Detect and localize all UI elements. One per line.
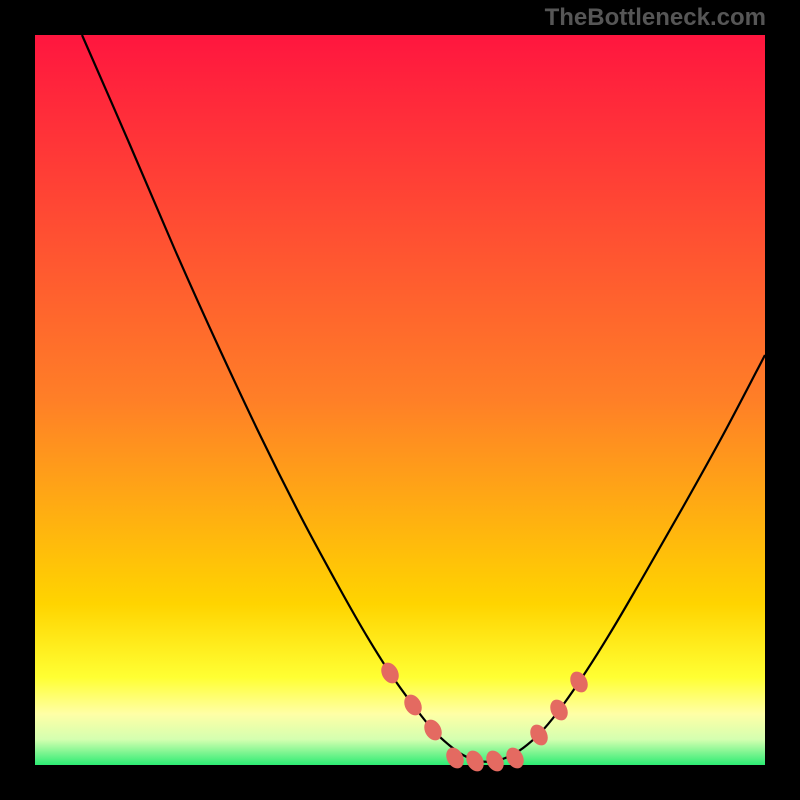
watermark-text: TheBottleneck.com [545, 4, 766, 32]
curve-marker [567, 669, 591, 696]
outer-frame: TheBottleneck.com [0, 0, 800, 800]
bottleneck-curve [82, 35, 765, 762]
curve-marker [547, 697, 571, 724]
curve-marker [443, 745, 467, 772]
curve-marker [378, 660, 402, 687]
chart-svg [35, 35, 765, 765]
curve-marker-group [378, 660, 591, 775]
